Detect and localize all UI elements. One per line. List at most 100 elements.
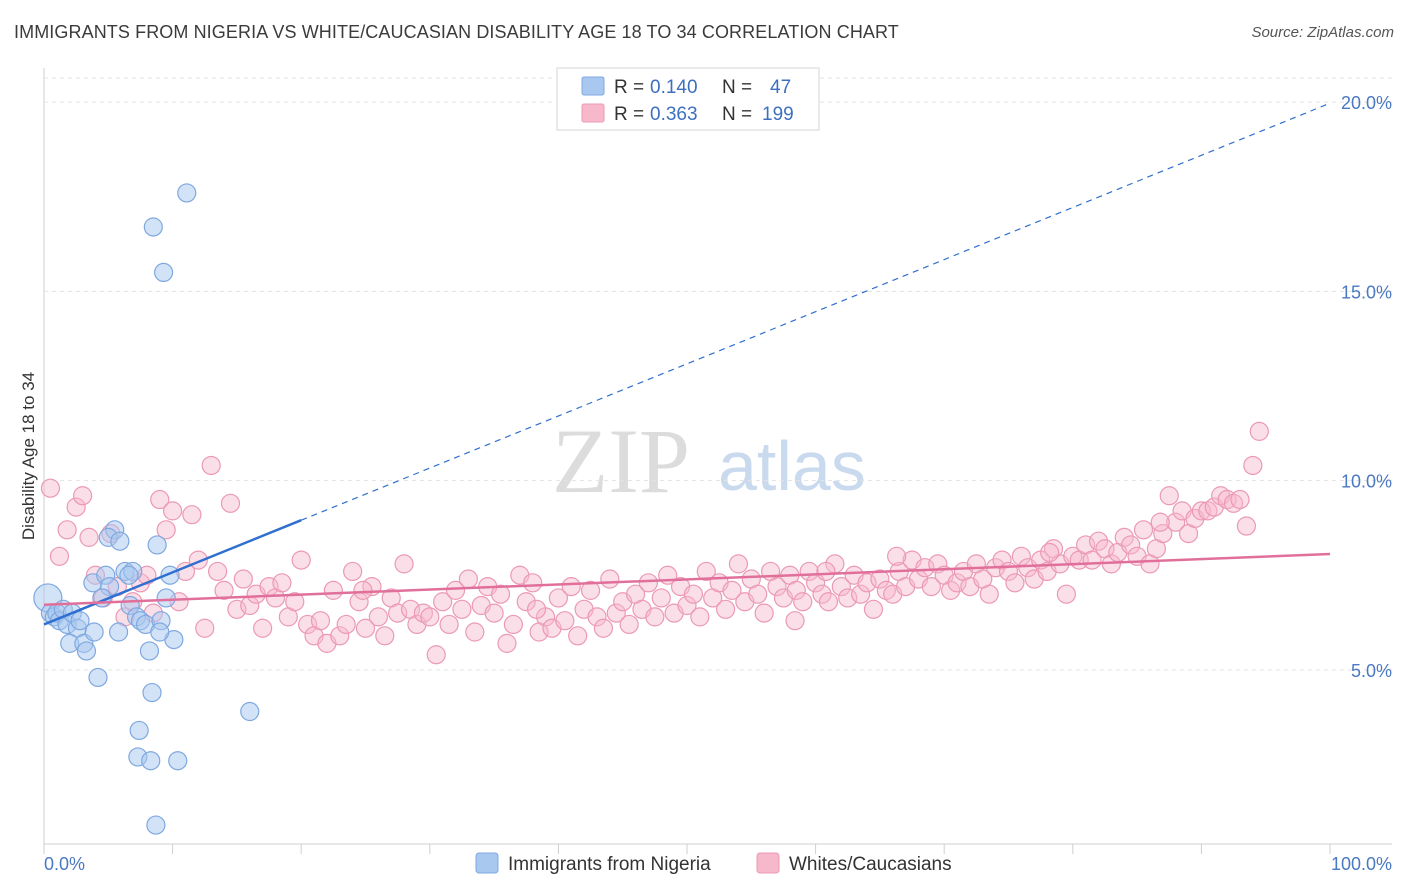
nigeria-point-40 xyxy=(153,262,174,283)
white-point-5 xyxy=(79,527,99,547)
y-tick-label-15: 15.0% xyxy=(1341,282,1392,302)
white-point-122 xyxy=(838,588,858,608)
white-point-68 xyxy=(490,584,511,604)
nigeria-point-30 xyxy=(139,641,160,661)
legend-label-immigrants-from-nigeria: Immigrants from Nigeria xyxy=(508,854,711,875)
y-tick-label-5: 5.0% xyxy=(1351,661,1392,681)
white-point-126 xyxy=(863,599,884,619)
white-point-31 xyxy=(253,618,273,638)
white-point-189 xyxy=(353,580,373,600)
white-point-67 xyxy=(484,603,504,623)
white-point-190 xyxy=(526,599,547,619)
white-point-134 xyxy=(915,558,935,578)
white-point-77 xyxy=(548,588,569,608)
white-point-184 xyxy=(1236,516,1257,536)
nigeria-point-35 xyxy=(147,535,167,555)
x-axis-ticks xyxy=(43,844,1331,854)
legend-r-value-nigeria: 0.140 xyxy=(650,77,698,98)
nigeria-point-41 xyxy=(146,815,166,835)
y-tick-label-10: 10.0% xyxy=(1341,472,1392,492)
white-point-183 xyxy=(1230,489,1250,510)
white-point-20 xyxy=(182,505,202,525)
white-point-61 xyxy=(445,580,466,600)
nigeria-point-31 xyxy=(129,720,149,741)
white-point-146 xyxy=(992,550,1012,570)
white-point-191 xyxy=(785,611,805,631)
white-point-53 xyxy=(394,554,414,574)
white-point-99 xyxy=(690,607,710,627)
series-whites-caucasians xyxy=(40,421,1269,665)
white-point-15 xyxy=(150,489,170,510)
white-point-108 xyxy=(748,584,768,604)
white-point-34 xyxy=(272,573,292,593)
white-point-50 xyxy=(375,626,395,646)
white-point-45 xyxy=(343,561,363,582)
white-point-44 xyxy=(336,614,356,635)
legend-swatch-whites-caucasians xyxy=(756,852,780,874)
nigeria-point-14 xyxy=(84,622,104,642)
white-point-63 xyxy=(458,569,478,589)
white-point-36 xyxy=(285,592,305,612)
white-point-91 xyxy=(638,573,659,593)
white-point-59 xyxy=(433,592,453,612)
white-point-104 xyxy=(722,580,742,600)
white-point-4 xyxy=(72,486,93,506)
nigeria-point-43 xyxy=(177,183,197,203)
white-point-119 xyxy=(818,592,839,612)
white-point-193 xyxy=(816,561,836,582)
white-point-28 xyxy=(233,569,253,589)
white-point-82 xyxy=(580,580,601,600)
white-point-38 xyxy=(298,614,318,635)
white-point-156 xyxy=(1056,584,1076,604)
nigeria-point-39 xyxy=(143,217,163,237)
legend-swatch-white xyxy=(581,103,605,123)
watermark-zip: ZIP xyxy=(552,410,690,512)
nigeria-trend-line xyxy=(43,519,302,626)
white-point-73 xyxy=(523,573,543,593)
white-point-58 xyxy=(426,645,446,665)
white-point-3 xyxy=(66,497,86,517)
white-point-60 xyxy=(439,614,459,635)
white-point-64 xyxy=(465,622,485,642)
white-point-2 xyxy=(57,520,77,540)
legend-n-value-nigeria: 47 xyxy=(770,77,791,98)
nigeria-point-28 xyxy=(110,531,130,551)
white-point-97 xyxy=(677,595,697,616)
white-point-192 xyxy=(1040,542,1060,563)
legend-swatch-nigeria xyxy=(581,76,605,96)
legend-n-value-white: 199 xyxy=(762,104,794,125)
white-point-69 xyxy=(497,633,517,653)
legend-r-label-nigeria: R = xyxy=(614,77,644,98)
watermark-atlas: atlas xyxy=(718,427,866,505)
white-point-17 xyxy=(163,501,183,521)
series-legend: Immigrants from Nigeria Whites/Caucasian… xyxy=(475,852,952,875)
white-point-24 xyxy=(208,561,228,582)
nigeria-point-37 xyxy=(156,588,176,608)
white-point-100 xyxy=(696,561,716,582)
white-point-144 xyxy=(979,584,999,604)
white-point-171 xyxy=(1153,523,1173,544)
white-point-62 xyxy=(452,599,472,619)
nigeria-point-27 xyxy=(119,565,139,585)
white-point-173 xyxy=(1166,512,1186,532)
white-point-127 xyxy=(870,569,890,589)
white-point-109 xyxy=(754,603,774,623)
source-label: Source: ZipAtlas.com xyxy=(1251,24,1394,41)
x-tick-label-100: 100.0% xyxy=(1331,854,1392,874)
nigeria-point-46 xyxy=(150,622,170,642)
white-point-187 xyxy=(1150,512,1170,532)
nigeria-point-45 xyxy=(240,701,260,722)
white-point-111 xyxy=(767,576,787,597)
white-point-165 xyxy=(1114,527,1134,547)
nigeria-point-10 xyxy=(70,611,90,631)
white-point-79 xyxy=(561,576,581,597)
white-point-83 xyxy=(587,607,607,627)
white-point-25 xyxy=(214,580,234,600)
legend-r-label-white: R = xyxy=(614,104,644,125)
trend-lines xyxy=(43,102,1331,626)
white-point-43 xyxy=(330,626,350,646)
white-point-80 xyxy=(568,626,588,646)
white-point-27 xyxy=(227,599,247,619)
y-axis-title: Disability Age 18 to 34 xyxy=(19,372,38,540)
